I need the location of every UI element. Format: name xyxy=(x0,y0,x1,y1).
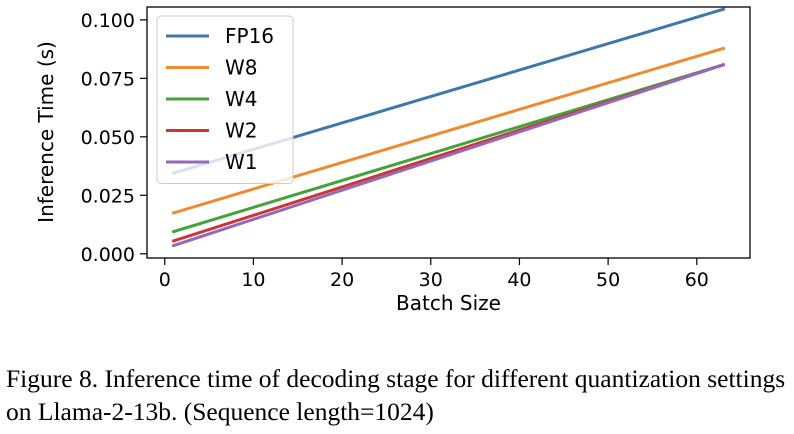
figure-caption: Figure 8. Inference time of decoding sta… xyxy=(6,364,786,426)
x-tick-label: 60 xyxy=(685,269,709,291)
series-line-w1 xyxy=(171,62,726,248)
chart: 0 10 20 30 40 50 60 0.0000.0250.0500.0750.100 … xyxy=(34,6,751,315)
y-tick-label: 0.000 xyxy=(81,244,135,266)
legend-label-w2: W2 xyxy=(225,119,258,143)
legend-label-w4: W4 xyxy=(225,87,258,111)
series-lines xyxy=(171,7,726,248)
y-axis-label: Inference Time (s) xyxy=(34,41,58,223)
plot-frame xyxy=(146,6,751,259)
y-tick-label: 0.100 xyxy=(81,10,135,32)
legend-label-fp16: FP16 xyxy=(225,24,274,48)
legend-label-w1: W1 xyxy=(225,150,258,174)
legend-label-w8: W8 xyxy=(225,56,258,80)
x-tick-label: 50 xyxy=(596,269,620,291)
y-tick-label: 0.050 xyxy=(81,127,135,149)
x-tick-label: 20 xyxy=(330,269,354,291)
y-tick-label: 0.075 xyxy=(81,68,135,90)
x-tick-label: 0 xyxy=(159,269,171,291)
y-tick-label: 0.025 xyxy=(81,185,135,207)
legend: FP16 W8 W4 W2 W1 xyxy=(156,15,294,184)
x-tick-label: 30 xyxy=(419,269,443,291)
legend-box xyxy=(156,15,294,184)
x-tick-label: 10 xyxy=(241,269,265,291)
x-tick-label: 40 xyxy=(507,269,531,291)
x-axis: 0 10 20 30 40 50 60 xyxy=(159,258,709,291)
y-axis: 0.000 0.025 0.050 0.075 0.100 xyxy=(81,10,147,266)
x-axis-label: Batch Size xyxy=(396,291,501,315)
series-line-w8 xyxy=(171,46,726,215)
